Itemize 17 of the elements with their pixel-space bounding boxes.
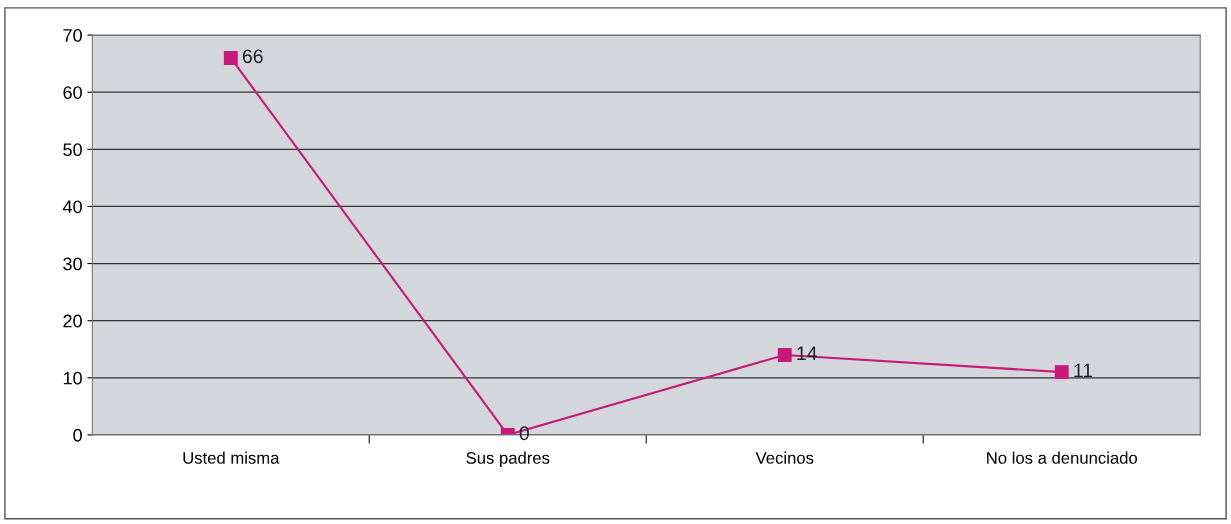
- point: [223, 51, 238, 65]
- x-tick-label: Usted misma: [183, 451, 280, 464]
- y-tick-label: 10: [63, 371, 82, 385]
- point: [1054, 365, 1069, 380]
- x-tick-label: No los a denunciado: [987, 451, 1138, 464]
- y-tick-label: 0: [73, 428, 82, 442]
- point: [777, 348, 792, 362]
- y-tick-label: 60: [63, 86, 82, 99]
- data-label: 66: [242, 49, 263, 64]
- data-label: 11: [1074, 363, 1093, 378]
- y-tick-label: 20: [63, 314, 82, 328]
- y-tick-label: 40: [62, 200, 82, 214]
- x-tick-label: Vecinos: [755, 451, 814, 464]
- y-tick-label: 70: [63, 29, 82, 42]
- y-tick-label: 30: [63, 257, 82, 271]
- x-tick-label: Sus padres: [466, 451, 550, 468]
- y-tick-label: 50: [63, 143, 82, 157]
